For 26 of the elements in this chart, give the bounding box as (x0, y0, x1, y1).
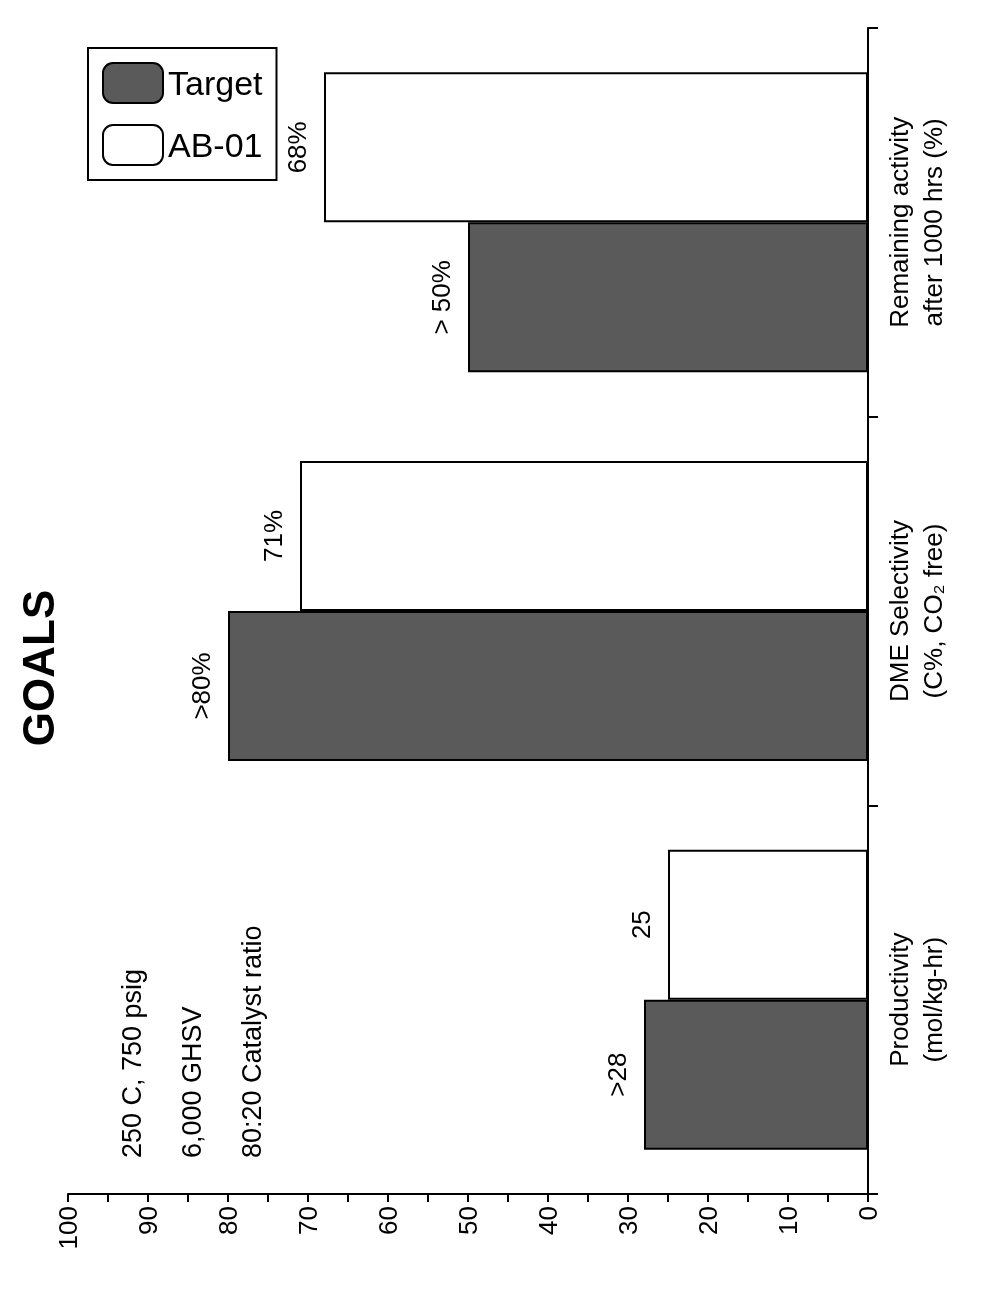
x-tick-label: 30 (613, 1206, 643, 1235)
x-tick-label: 60 (373, 1206, 403, 1235)
annotation: 250 C, 750 psig (116, 968, 147, 1158)
legend-label: Target (168, 64, 264, 102)
y-tick-label: DME Selectivity (C%, CO₂ free) (884, 519, 948, 703)
x-tick-label: 90 (133, 1206, 163, 1235)
data-label: > 50% (426, 260, 456, 335)
x-tick-label: 0 (853, 1206, 883, 1221)
x-tick-label: 70 (293, 1206, 323, 1235)
y-tick-label: Remaining activity after 1000 hrs (%) (884, 116, 948, 328)
data-label: >28 (602, 1052, 632, 1097)
x-tick-label: 80 (213, 1206, 243, 1235)
x-tick-label: 50 (453, 1206, 483, 1235)
data-label: 68% (282, 121, 312, 174)
data-label: >80% (186, 652, 216, 720)
x-tick-label: 100 (53, 1206, 83, 1250)
data-label: 25 (626, 910, 656, 940)
text: GOALS (13, 589, 63, 747)
x-tick-label: 20 (693, 1206, 723, 1235)
y-tick-label: Productivity (mol/kg-hr) (884, 932, 948, 1067)
legend-label: AB-01 (168, 126, 263, 164)
annotation: 6,000 GHSV (176, 1006, 207, 1158)
data-label: 71% (258, 509, 288, 563)
annotation: 80:20 Catalyst ratio (236, 925, 267, 1158)
x-tick-label: 10 (773, 1206, 803, 1235)
x-tick-label: 40 (533, 1206, 563, 1235)
